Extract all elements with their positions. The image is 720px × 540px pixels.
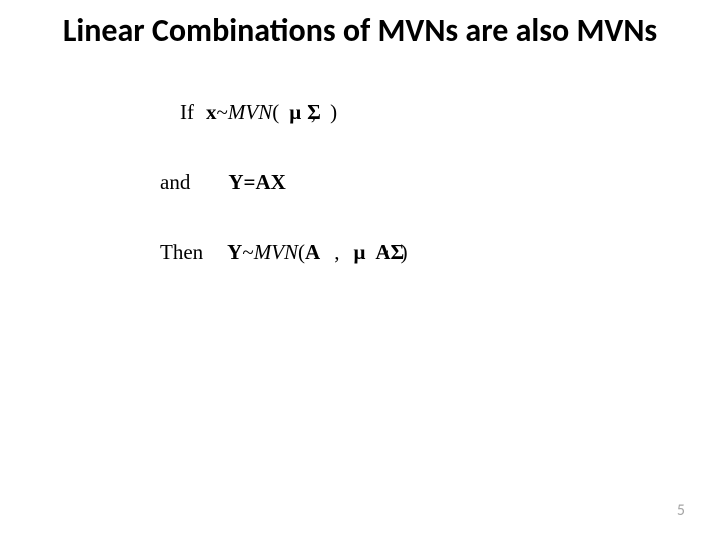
var-Y2: Y bbox=[227, 240, 242, 265]
paren-close2: ) bbox=[401, 240, 408, 265]
mu: μ bbox=[289, 100, 301, 125]
page-number: 5 bbox=[677, 501, 685, 520]
comma: , bbox=[311, 100, 316, 125]
paren-open2: ( bbox=[298, 240, 305, 265]
and-text: and bbox=[160, 170, 190, 195]
line-then: Then Y ~ MVN ( A , μ A Σ ' ) bbox=[160, 240, 690, 265]
tilde: ~ bbox=[217, 100, 228, 125]
mu2: μ bbox=[353, 240, 365, 265]
mvn-text2: MVN bbox=[254, 240, 298, 265]
paren-close: ) bbox=[330, 100, 337, 125]
transpose-mark: ' bbox=[386, 247, 388, 263]
paren-open: ( bbox=[272, 100, 279, 125]
math-content: If x ~ MVN ( μ Σ , ) and Y = A X Then Y … bbox=[30, 100, 690, 265]
var-X: X bbox=[271, 170, 286, 195]
comma2: , bbox=[334, 240, 339, 265]
slide-title: Linear Combinations of MVNs are also MVN… bbox=[30, 12, 690, 50]
slide-container: Linear Combinations of MVNs are also MVN… bbox=[0, 0, 720, 540]
line-if: If x ~ MVN ( μ Σ , ) bbox=[160, 100, 690, 125]
then-text: Then bbox=[160, 240, 203, 265]
var-A1: A bbox=[305, 240, 320, 265]
if-text: If bbox=[180, 100, 194, 125]
mvn-text: MVN bbox=[228, 100, 272, 125]
var-Y: Y bbox=[228, 170, 243, 195]
var-A: A bbox=[255, 170, 270, 195]
tilde2: ~ bbox=[242, 240, 253, 265]
var-x: x bbox=[206, 100, 217, 125]
equals: = bbox=[244, 170, 256, 195]
line-and: and Y = A X bbox=[160, 170, 690, 195]
